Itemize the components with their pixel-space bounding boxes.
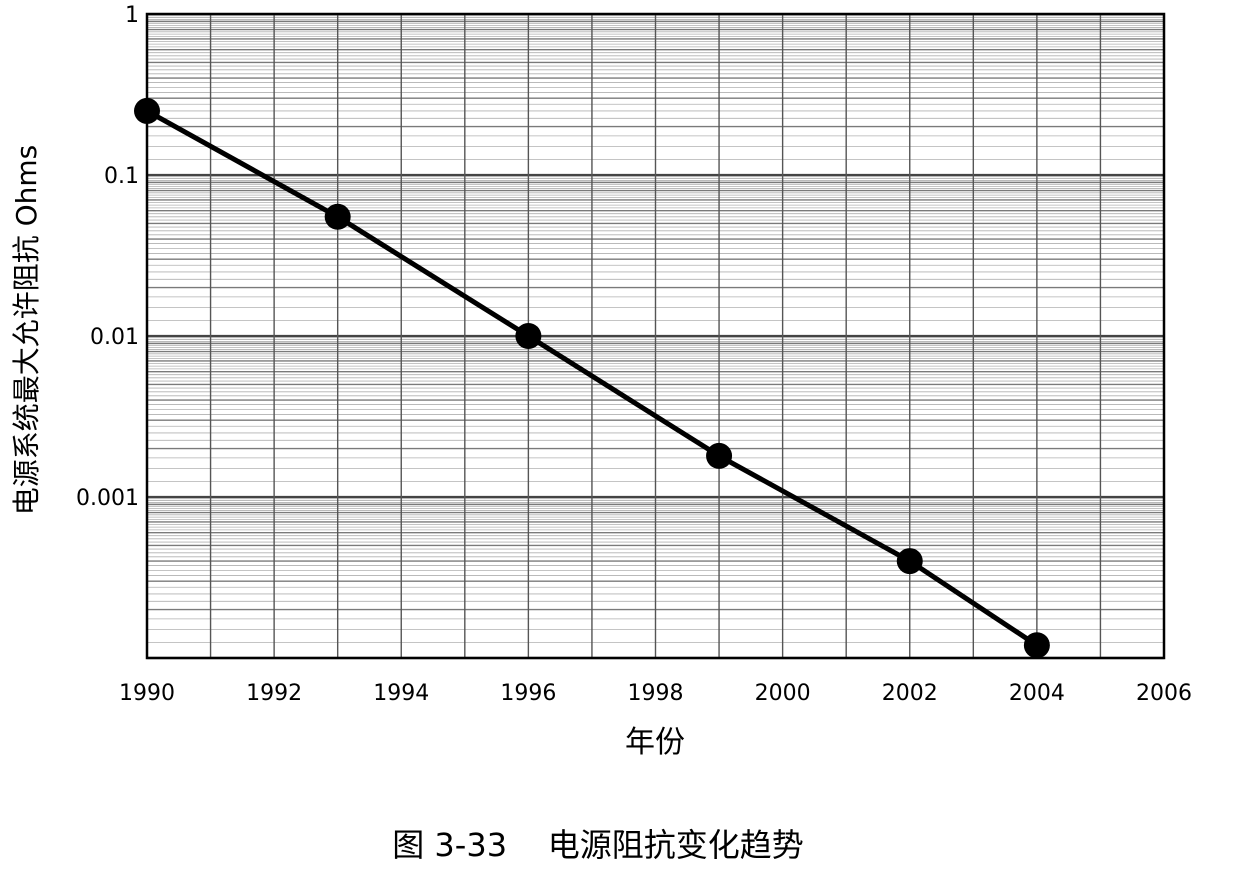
x-tick-label: 2000 — [755, 681, 811, 706]
x-tick-label: 1990 — [119, 681, 175, 706]
x-tick-label: 1994 — [373, 681, 429, 706]
x-tick-label: 1998 — [628, 681, 684, 706]
data-point — [706, 442, 733, 469]
y-tick-labels: 1 0.1 0.01 0.001 — [76, 3, 139, 511]
data-point — [515, 323, 542, 349]
axes-layer — [145, 12, 1166, 660]
x-tick-labels: 1990 1992 1994 1996 1998 2000 2002 2004 2006 — [119, 681, 1192, 706]
plot-frame — [145, 12, 1166, 660]
x-tick-label: 2004 — [1009, 681, 1065, 706]
x-tick-label: 1992 — [246, 681, 302, 706]
y-tick-label: 0.01 — [90, 325, 139, 350]
data-point — [324, 203, 351, 230]
figure-caption: 图 3-33 电源阻抗变化趋势 — [392, 826, 804, 864]
series-line — [145, 108, 1039, 648]
x-tick-label: 2006 — [1136, 681, 1192, 706]
x-axis-title: 年份 — [625, 725, 685, 760]
data-point — [134, 97, 160, 124]
data-point — [896, 548, 923, 575]
x-tick-label: 1996 — [500, 681, 556, 706]
y-tick-label: 0.1 — [104, 164, 139, 189]
y-tick-label: 0.001 — [76, 486, 139, 511]
x-tick-label: 2002 — [882, 681, 938, 706]
data-point — [1023, 632, 1050, 659]
series-layer — [134, 97, 1050, 659]
y-axis-title: 电源系统最大允许阻抗 Ohms — [10, 145, 43, 516]
grid-layer — [147, 14, 1164, 660]
y-tick-label: 1 — [125, 3, 139, 28]
